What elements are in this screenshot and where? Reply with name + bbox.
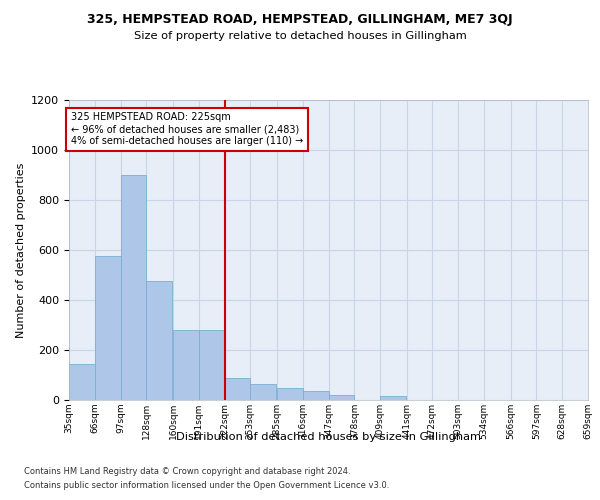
- Bar: [95, 256, 121, 400]
- Bar: [173, 330, 199, 400]
- Text: Size of property relative to detached houses in Gillingham: Size of property relative to detached ho…: [134, 31, 466, 41]
- Text: Distribution of detached houses by size in Gillingham: Distribution of detached houses by size …: [176, 432, 481, 442]
- Bar: [146, 281, 172, 400]
- Bar: [69, 364, 95, 400]
- Bar: [224, 378, 250, 400]
- Text: 325, HEMPSTEAD ROAD, HEMPSTEAD, GILLINGHAM, ME7 3QJ: 325, HEMPSTEAD ROAD, HEMPSTEAD, GILLINGH…: [87, 12, 513, 26]
- Bar: [329, 395, 354, 400]
- Text: 325 HEMPSTEAD ROAD: 225sqm
← 96% of detached houses are smaller (2,483)
4% of se: 325 HEMPSTEAD ROAD: 225sqm ← 96% of deta…: [71, 112, 303, 146]
- Bar: [277, 388, 303, 400]
- Bar: [121, 175, 146, 400]
- Bar: [380, 396, 406, 400]
- Y-axis label: Number of detached properties: Number of detached properties: [16, 162, 26, 338]
- Text: Contains HM Land Registry data © Crown copyright and database right 2024.: Contains HM Land Registry data © Crown c…: [24, 468, 350, 476]
- Bar: [303, 391, 329, 400]
- Bar: [250, 384, 276, 400]
- Bar: [199, 330, 224, 400]
- Text: Contains public sector information licensed under the Open Government Licence v3: Contains public sector information licen…: [24, 481, 389, 490]
